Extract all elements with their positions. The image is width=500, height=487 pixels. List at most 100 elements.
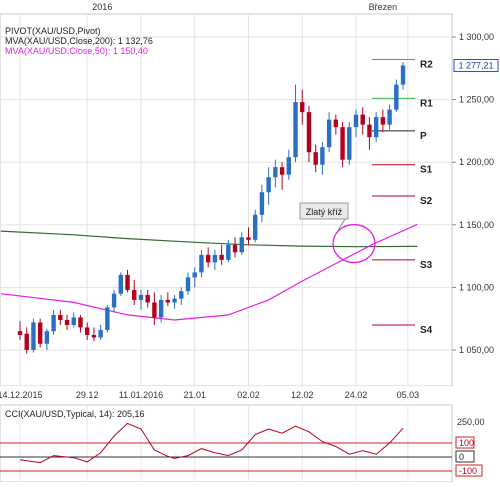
candle-body	[165, 299, 171, 303]
date-tick-label: 05.03	[397, 390, 420, 400]
candle-body	[239, 237, 244, 253]
candle-body	[91, 334, 97, 338]
candle-body	[37, 322, 43, 344]
moving-averages	[0, 223, 418, 321]
candle-body	[152, 302, 157, 318]
candle-body	[205, 254, 211, 263]
candle-body	[286, 157, 291, 175]
date-x-axis: 14.12.2015 29.12 11.01.2016 21.01 02.02 12.02…	[0, 386, 500, 403]
legend-ma200: MVA(XAU/USD,Close,200): 1 132,76	[5, 36, 153, 46]
legend-pivot: PIVOT(XAU/USD,Pivot)	[5, 26, 101, 36]
cci-tick-label: 250,00	[457, 417, 485, 427]
ma200-line	[0, 230, 418, 248]
candle-body	[185, 277, 191, 292]
golden-cross-annotation: Zlatý kříž	[299, 202, 376, 264]
candle-body	[333, 119, 339, 128]
candle-body	[320, 147, 325, 165]
candle-body	[373, 117, 379, 138]
price-tick-label: 1 050,00	[459, 345, 494, 355]
candle-body	[300, 102, 305, 113]
candle-body	[313, 152, 318, 165]
date-tick-label: 21.01	[183, 390, 206, 400]
candle-body	[125, 274, 130, 290]
candle-body	[78, 317, 83, 328]
candle-body	[192, 272, 197, 278]
cci-series	[19, 422, 404, 464]
cci-tick-label: -100	[459, 466, 477, 476]
candle-body	[111, 293, 117, 308]
last-price-label: 1 277,21	[458, 61, 493, 71]
annotation-box	[299, 202, 349, 220]
annotation-text: Zlatý kříž	[306, 207, 343, 217]
date-tick-label: 14.12.2015	[0, 390, 43, 400]
candle-body	[326, 119, 332, 148]
pivot-levels: R2 R1 P S1 S2 S3 S4	[372, 59, 433, 336]
last-price-tag	[453, 59, 499, 73]
price-tick-label: 1 150,00	[459, 220, 494, 230]
candle-body	[353, 114, 359, 128]
candle-body	[273, 167, 278, 178]
candle-body	[44, 331, 50, 344]
candle-body	[253, 214, 258, 240]
cci-pane: CCI(XAU/USD,Typical, 14): 205,16 250,00 1…	[0, 404, 485, 483]
candle-body	[347, 127, 352, 160]
cci-level-box	[455, 450, 475, 463]
candle-body	[24, 333, 29, 350]
price-tick-label: 1 200,00	[459, 157, 494, 167]
candle-body	[199, 254, 204, 273]
pivot-label-s1: S1	[420, 165, 433, 176]
date-tick-label: 02.02	[237, 390, 260, 400]
candle-body	[246, 237, 251, 240]
date-tick-label: 24.02	[345, 390, 368, 400]
price-tick-label: 1 100,00	[459, 282, 494, 292]
ma50-line	[0, 223, 418, 321]
price-tick-label: 1 250,00	[459, 95, 494, 105]
candle-body	[232, 244, 238, 253]
golden-cross-circle	[332, 223, 376, 264]
top-axis-label: 2016	[92, 2, 112, 12]
date-tick-label: 29.12	[76, 390, 99, 400]
candle-body	[132, 289, 137, 300]
candle-body	[387, 109, 392, 125]
legend-ma50: MVA(XAU/USD,Close,50): 1 150,40	[5, 46, 148, 56]
candle-body	[226, 244, 231, 260]
pivot-label-s2: S2	[420, 196, 433, 207]
price-y-axis: 1 050,00 1 100,00 1 150,00 1 200,00 1 250,00…	[452, 32, 499, 355]
price-tick-label: 1 300,00	[459, 32, 494, 42]
candle-body	[31, 322, 36, 350]
pivot-label-p: P	[420, 131, 427, 142]
candles	[17, 62, 406, 354]
candle-body	[105, 307, 110, 330]
candle-body	[85, 327, 90, 335]
top-axis-label: Březen	[369, 2, 398, 12]
candle-body	[179, 291, 184, 299]
candle-body	[51, 314, 56, 332]
candle-body	[266, 177, 271, 193]
candle-body	[64, 319, 70, 325]
candle-body	[145, 294, 150, 303]
candle-body	[219, 254, 224, 260]
candle-body	[212, 254, 218, 263]
cci-line	[19, 422, 404, 464]
cci-level-box	[455, 436, 475, 449]
pivot-label-s3: S3	[420, 260, 433, 271]
pivot-label-s4: S4	[420, 325, 433, 336]
candle-body	[394, 84, 399, 110]
candle-body	[58, 314, 63, 320]
date-tick-label: 11.01.2016	[119, 390, 163, 400]
candle-body	[367, 124, 372, 138]
candle-body	[138, 294, 144, 300]
candle-body	[118, 274, 123, 294]
candle-body	[158, 299, 164, 318]
cci-y-axis: 250,00 100 0 -100	[455, 417, 485, 477]
annotation-leader	[337, 218, 346, 231]
pivot-label-r2: R2	[420, 60, 433, 71]
pivot-label-r1: R1	[420, 98, 433, 109]
indicator-legend: PIVOT(XAU/USD,Pivot) MVA(XAU/USD,Close,2…	[5, 26, 153, 56]
candle-body	[279, 167, 285, 175]
candle-body	[17, 331, 23, 335]
candle-body	[380, 117, 386, 125]
price-pane: R2 R1 P S1 S2 S3 S4 Zlatý kříž PIVOT(XAU/USD,P…	[0, 13, 453, 387]
